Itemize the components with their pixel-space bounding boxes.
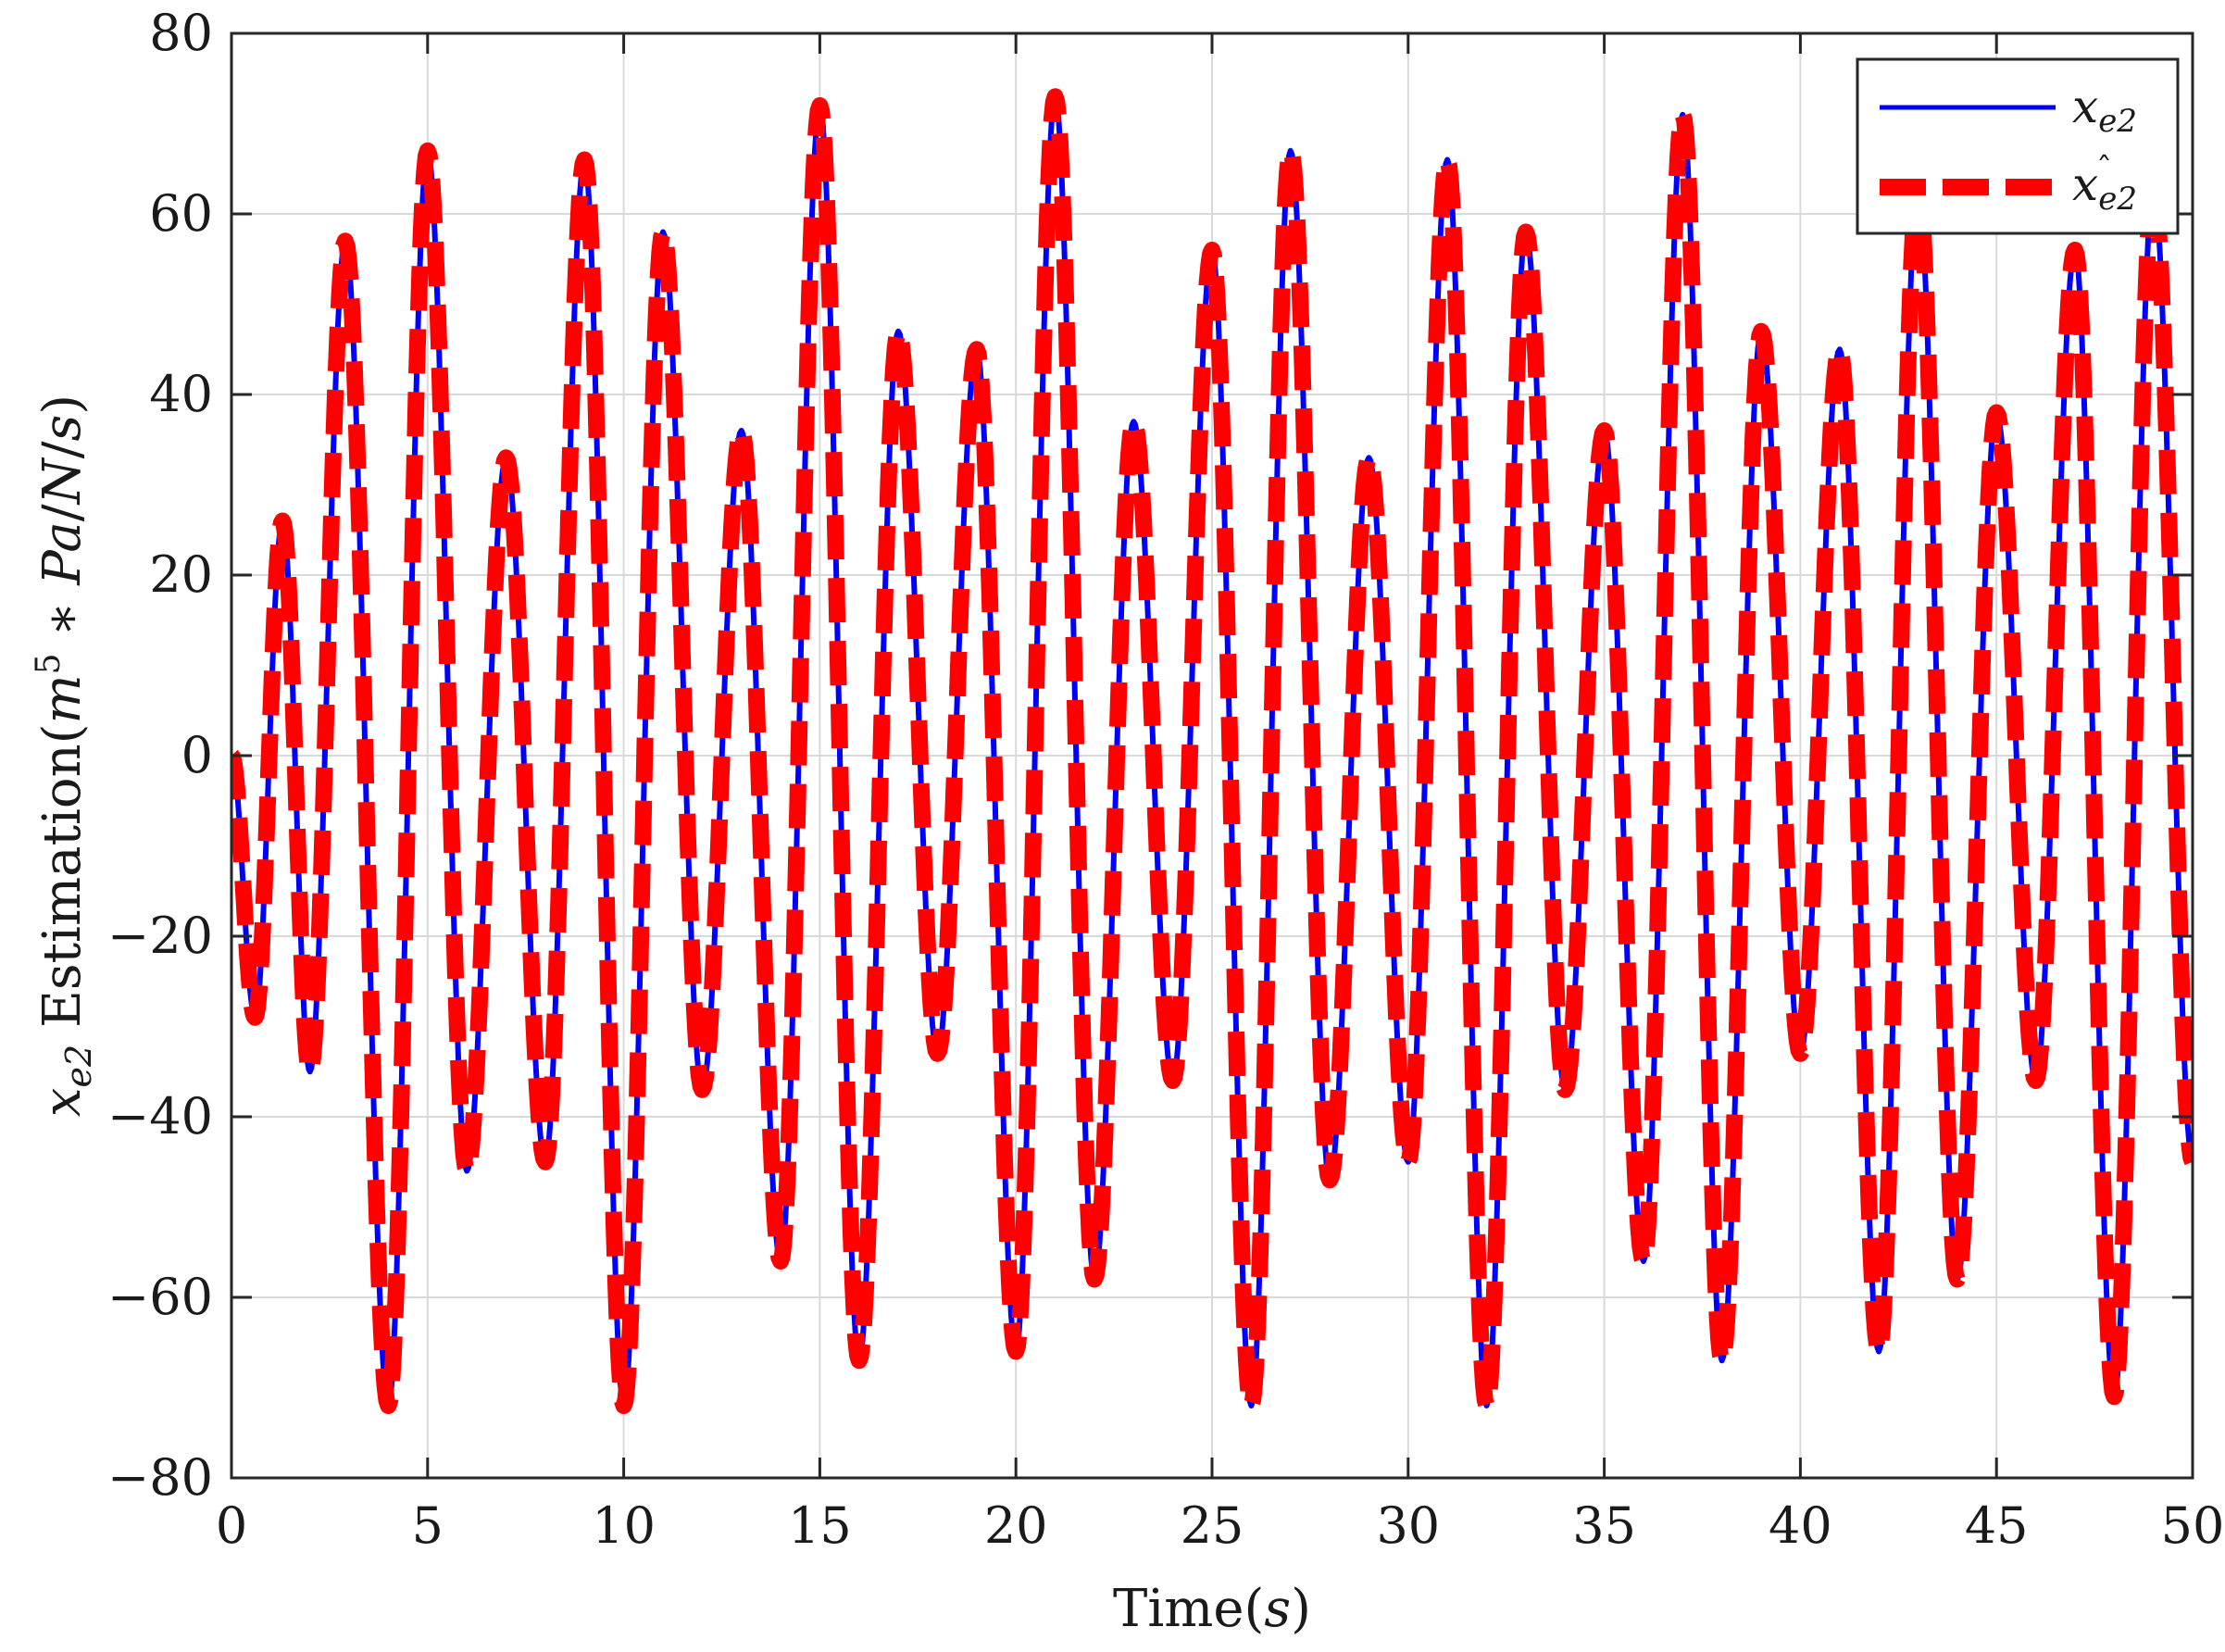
series-line-x-e2 <box>231 94 2193 1408</box>
x-tick-labels: 0 5 10 15 20 25 30 35 40 45 50 <box>216 1496 2225 1555</box>
y-tick-label: −80 <box>107 1448 213 1507</box>
x-tick-label: 10 <box>592 1496 656 1555</box>
y-tick-label: 60 <box>149 184 213 243</box>
plot-area <box>231 88 2193 1414</box>
y-tick-label: 80 <box>149 4 213 62</box>
svg-text:xe2 Estimation(m5 ∗ Pa/N/s): xe2 Estimation(m5 ∗ Pa/N/s) <box>30 394 99 1117</box>
x-tick-label: 40 <box>1769 1496 1832 1555</box>
x-tick-label: 25 <box>1181 1496 1244 1555</box>
legend-box <box>1856 57 2180 235</box>
y-axis-title: xe2 Estimation(m5 ∗ Pa/N/s) <box>30 394 99 1117</box>
axis-ticks <box>230 31 2194 1480</box>
y-tick-label: −20 <box>107 907 213 965</box>
x-tick-label: 20 <box>984 1496 1048 1555</box>
x-tick-label: 5 <box>412 1496 444 1555</box>
x-tick-label: 15 <box>788 1496 852 1555</box>
y-tick-label: −60 <box>107 1268 213 1326</box>
x-tick-label: 50 <box>2161 1496 2225 1555</box>
y-tick-label: 40 <box>149 365 213 423</box>
x-tick-label: 45 <box>1965 1496 2029 1555</box>
x-tick-label: 30 <box>1376 1496 1440 1555</box>
y-tick-label: 20 <box>149 545 213 604</box>
legend: xe2 xe2ˆ <box>1856 57 2180 235</box>
x-axis-title: Time(s) <box>1113 1579 1311 1639</box>
y-tick-label: 0 <box>181 726 213 784</box>
x-tick-label: 0 <box>216 1496 247 1555</box>
y-tick-labels: 80 60 40 20 0 −20 −40 −60 −80 <box>107 4 213 1507</box>
y-tick-label: −40 <box>107 1087 213 1145</box>
legend-label-x-e2-hat: xe2ˆ <box>2072 151 2137 218</box>
x-tick-label: 35 <box>1572 1496 1636 1555</box>
